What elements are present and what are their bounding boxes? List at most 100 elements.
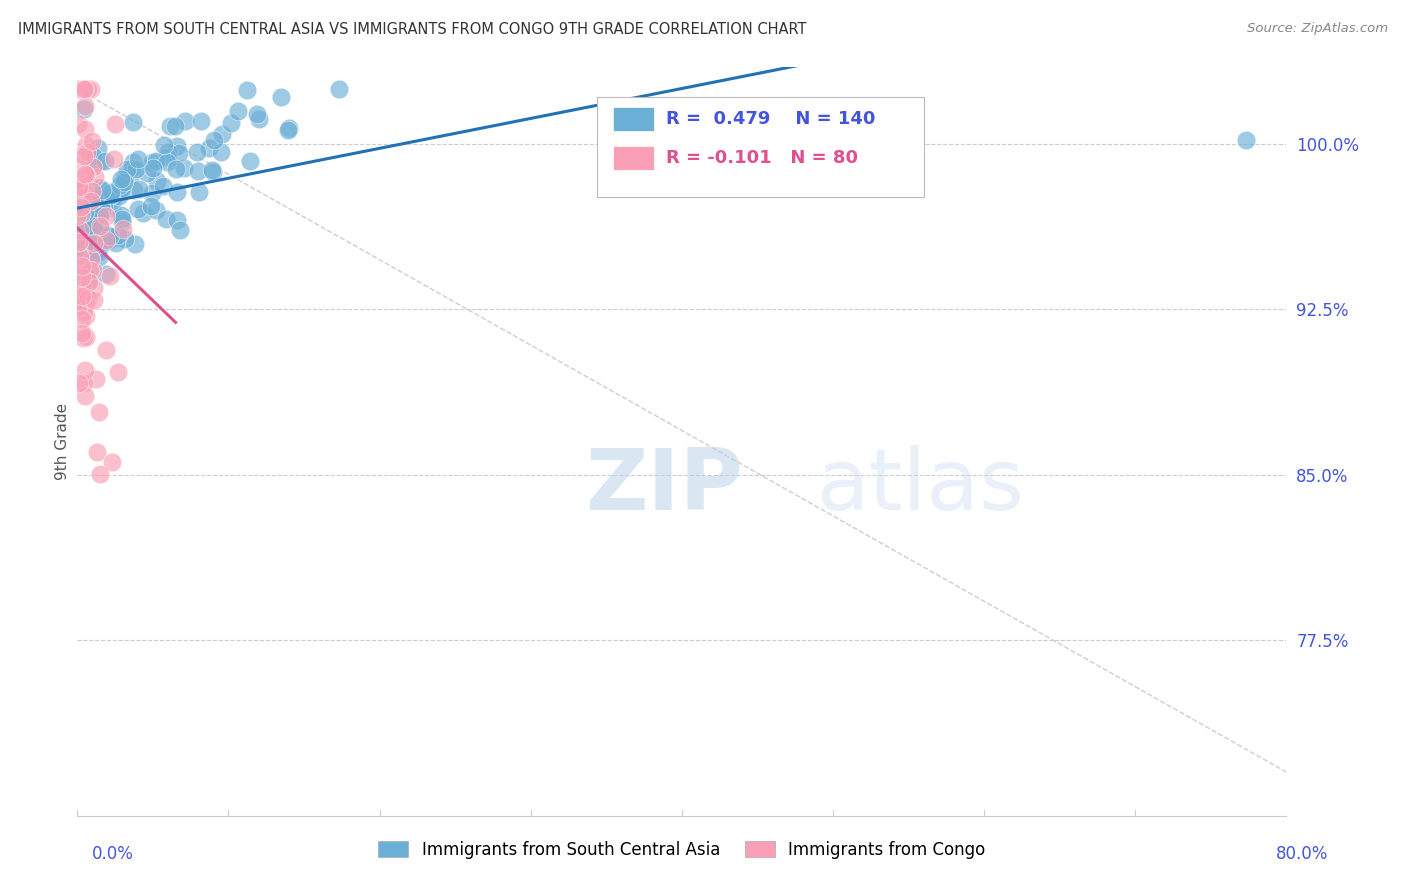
Point: [70, 230, 93, 244]
Point: [110, 208, 132, 222]
Point: [83, 281, 105, 295]
FancyBboxPatch shape: [613, 146, 654, 169]
Text: Source: ZipAtlas.com: Source: ZipAtlas.com: [1247, 22, 1388, 36]
Point: [75, 309, 97, 323]
Point: [72, 147, 94, 161]
Point: [76, 145, 98, 160]
Point: [166, 138, 188, 153]
Point: [72, 331, 94, 345]
Point: [96, 343, 118, 358]
Point: [75, 218, 97, 232]
Point: [67, 200, 90, 214]
Point: [75, 181, 97, 195]
Point: [69, 267, 91, 281]
Point: [75, 329, 97, 343]
Point: [166, 186, 188, 200]
Point: [83, 293, 105, 307]
Point: [270, 90, 292, 104]
Point: [73, 267, 96, 281]
Point: [72, 282, 94, 296]
Point: [86, 204, 108, 219]
Point: [89, 206, 111, 220]
Point: [209, 145, 232, 159]
Point: [89, 405, 111, 419]
Point: [127, 202, 149, 216]
Point: [141, 186, 163, 200]
Point: [80, 241, 103, 255]
Point: [75, 82, 97, 96]
Point: [155, 212, 177, 227]
Point: [121, 166, 143, 180]
Point: [103, 152, 125, 166]
Point: [72, 178, 94, 193]
Point: [77, 276, 100, 290]
Point: [226, 103, 249, 118]
Point: [187, 164, 209, 178]
Point: [112, 175, 135, 189]
Point: [80, 82, 103, 96]
Point: [110, 172, 132, 186]
Point: [69, 160, 91, 174]
Point: [139, 199, 162, 213]
Point: [75, 168, 97, 182]
Point: [124, 237, 146, 252]
Point: [246, 107, 269, 121]
Point: [80, 185, 103, 199]
Point: [111, 214, 134, 228]
Point: [79, 251, 101, 265]
Point: [114, 232, 136, 246]
Point: [70, 270, 93, 285]
Text: atlas: atlas: [817, 445, 1025, 528]
Point: [70, 272, 93, 286]
Point: [73, 82, 96, 96]
Point: [70, 186, 93, 200]
Point: [76, 225, 98, 239]
Point: [198, 141, 221, 155]
Point: [94, 267, 117, 281]
Point: [89, 181, 111, 195]
Point: [328, 82, 350, 96]
Point: [100, 201, 122, 215]
Point: [107, 365, 129, 379]
Point: [187, 186, 209, 200]
Point: [87, 227, 110, 242]
Point: [89, 153, 111, 168]
Point: [121, 161, 143, 175]
Point: [67, 235, 90, 249]
Point: [115, 161, 138, 176]
Point: [82, 230, 104, 244]
Point: [82, 160, 104, 174]
Point: [89, 210, 111, 224]
Point: [141, 155, 163, 169]
Point: [132, 206, 155, 220]
Point: [104, 117, 127, 131]
Point: [96, 233, 118, 247]
Point: [82, 149, 104, 163]
Point: [73, 204, 96, 219]
Point: [66, 258, 89, 272]
Point: [201, 163, 224, 178]
Point: [84, 170, 107, 185]
Point: [73, 82, 96, 96]
Point: [103, 230, 125, 244]
Point: [90, 203, 112, 218]
Point: [70, 312, 93, 326]
Point: [80, 244, 103, 258]
Point: [146, 173, 169, 187]
Point: [69, 261, 91, 276]
Point: [121, 114, 143, 128]
Point: [278, 120, 301, 135]
Point: [70, 207, 93, 221]
Point: [110, 212, 132, 227]
Point: [111, 183, 134, 197]
Point: [66, 82, 89, 96]
Point: [211, 128, 233, 142]
Point: [165, 119, 187, 133]
Point: [114, 170, 136, 185]
Point: [156, 145, 179, 159]
Point: [239, 154, 262, 169]
Point: [93, 198, 115, 212]
FancyBboxPatch shape: [598, 97, 924, 197]
Point: [70, 224, 93, 238]
Point: [72, 196, 94, 211]
